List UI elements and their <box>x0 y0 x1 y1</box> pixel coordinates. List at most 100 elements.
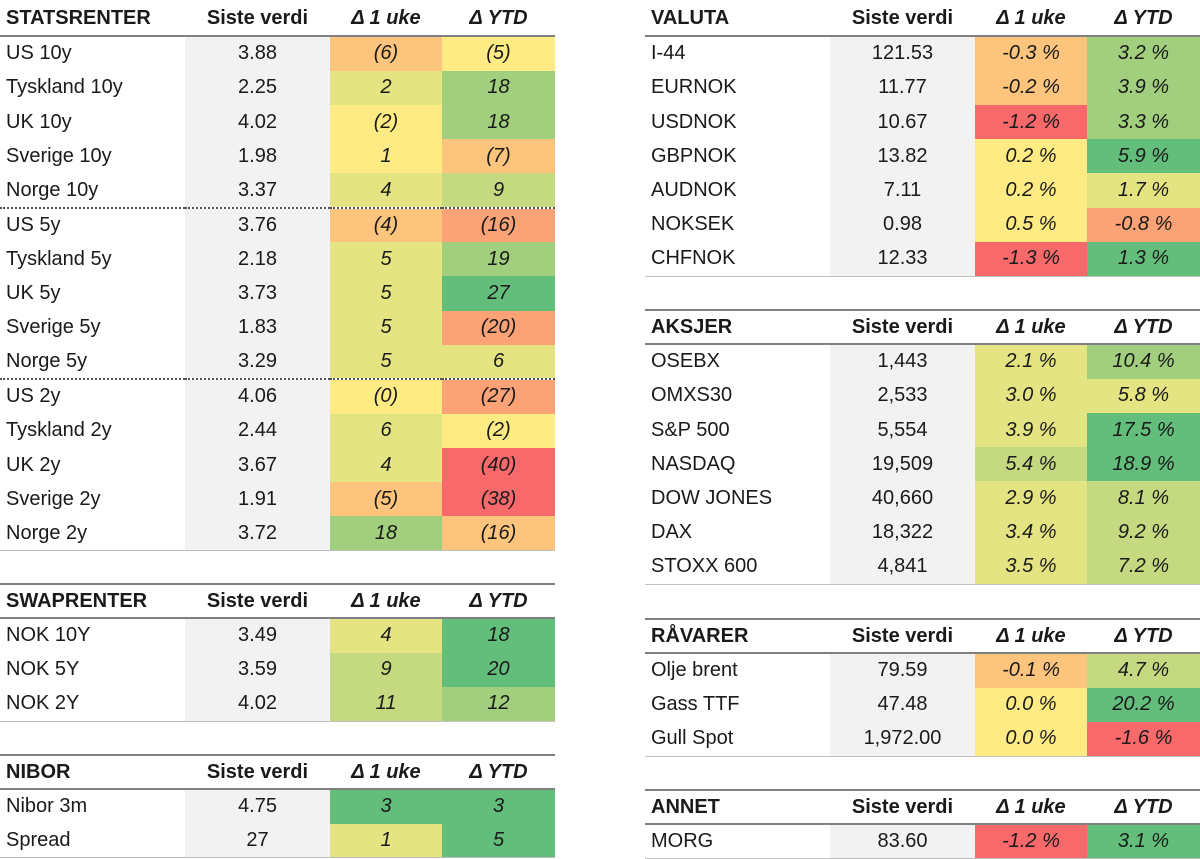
row-name: I-44 <box>651 42 686 65</box>
table-row: Gull Spot 1,972.00 0.0 % -1.6 % <box>645 721 1200 757</box>
row-name: Tyskland 2y <box>6 419 112 442</box>
row-ytd-change: 9.2 % <box>1087 515 1200 551</box>
row-week-change: 5.4 % <box>975 447 1087 482</box>
row-week-change: 4 <box>330 447 442 483</box>
table-row: OSEBX 1,443 2.1 % 10.4 % <box>645 344 1200 379</box>
row-ytd-change: 27 <box>442 276 555 311</box>
row-name: Olje brent <box>651 659 738 682</box>
section-statsrenter: STATSRENTER Siste verdi Δ 1 uke Δ YTD US 10y… <box>0 2 555 552</box>
table-row: USDNOK 10.67 -1.2 % 3.3 % <box>645 104 1200 140</box>
table-row: Sverige 10y 1.98 1 (7) <box>0 139 555 174</box>
row-ytd-change: 3.3 % <box>1087 104 1200 140</box>
row-value: 2.18 <box>185 242 330 277</box>
row-ytd-change: (40) <box>442 447 555 483</box>
row-week-change: 5 <box>330 242 442 277</box>
row-value: 3.73 <box>185 276 330 311</box>
row-ytd-change: -1.6 % <box>1087 721 1200 757</box>
table-row: US 10y 3.88 (6) (5) <box>0 36 555 71</box>
row-week-change: 0.0 % <box>975 721 1087 757</box>
table-row: DAX 18,322 3.4 % 9.2 % <box>645 515 1200 551</box>
row-name: NOK 2Y <box>0 686 185 722</box>
row-ytd-change: 20 <box>442 652 555 687</box>
row-name: DAX <box>651 521 693 544</box>
row-value: 121.53 <box>830 36 975 71</box>
column-header-week: Δ 1 uke <box>975 308 1087 346</box>
aksjer-header: AKSJER Siste verdi Δ 1 uke Δ YTD <box>645 308 1200 346</box>
column-header-ytd: Δ YTD <box>1087 617 1200 655</box>
row-value: 1,443 <box>830 344 975 379</box>
row-name: STOXX 600 <box>645 550 830 585</box>
row-name: US 10y <box>6 42 72 65</box>
column-header-week: Δ 1 uke <box>975 788 1087 826</box>
table-row: CHFNOK 12.33 -1.3 % 1.3 % <box>645 242 1200 277</box>
column-header-ytd: Δ YTD <box>1087 308 1200 346</box>
row-week-change: -1.2 % <box>975 104 1087 140</box>
row-name: OMXS30 <box>651 384 733 407</box>
column-header-value: Siste verdi <box>830 2 975 38</box>
column-header-value: Siste verdi <box>830 788 975 826</box>
row-ytd-change: 4.7 % <box>1087 653 1200 688</box>
column-header-week: Δ 1 uke <box>975 617 1087 655</box>
table-row: GBPNOK 13.82 0.2 % 5.9 % <box>645 139 1200 174</box>
row-name: USDNOK <box>651 110 737 133</box>
row-week-change: (2) <box>330 104 442 140</box>
column-header-ytd: Δ YTD <box>1087 788 1200 826</box>
row-week-change: 5 <box>330 276 442 311</box>
header-row: NIBOR Siste verdi Δ 1 uke Δ YTD <box>0 753 555 791</box>
row-name: NOK 10Y <box>6 624 91 647</box>
row-ytd-change: 10.4 % <box>1087 344 1200 379</box>
row-name: Sverige 10y <box>6 144 112 167</box>
row-value: 3.72 <box>185 516 330 552</box>
row-week-change: -0.3 % <box>975 36 1087 71</box>
row-week-change: -0.2 % <box>975 70 1087 105</box>
nibor-table: NIBOR Siste verdi Δ 1 uke Δ YTD Nibor 3m 4.75… <box>0 753 555 859</box>
row-ytd-change: (27) <box>442 378 555 414</box>
section-title: VALUTA <box>645 2 830 38</box>
table-row: AUDNOK 7.11 0.2 % 1.7 % <box>645 173 1200 208</box>
table-row: STOXX 600 4,841 3.5 % 7.2 % <box>645 550 1200 585</box>
row-value: 3.76 <box>185 206 330 243</box>
row-week-change: 2 <box>330 70 442 105</box>
row-name: UK 2y <box>6 453 61 476</box>
row-name: NOKSEK <box>651 213 735 236</box>
row-week-change: 3.4 % <box>975 515 1087 551</box>
swaprenter-body: NOK 10Y 3.49 4 18 NOK 5Y 3.59 9 20 NOK 2Y 4.02 11 1… <box>0 618 555 722</box>
row-ytd-change: (2) <box>442 413 555 448</box>
row-name: AUDNOK <box>651 179 737 202</box>
row-value: 4.06 <box>185 378 330 414</box>
row-name: NASDAQ <box>651 452 736 475</box>
swaprenter-table: SWAPRENTER Siste verdi Δ 1 uke Δ YTD NOK 10Y… <box>0 582 555 722</box>
ravarer-table: RÅVARER Siste verdi Δ 1 uke Δ YTD Olje brent… <box>645 617 1200 757</box>
row-ytd-change: 3 <box>442 789 555 824</box>
row-week-change: 1 <box>330 139 442 174</box>
column-header-value: Siste verdi <box>830 617 975 655</box>
row-week-change: (0) <box>330 378 442 414</box>
row-week-change: -0.1 % <box>975 653 1087 688</box>
row-name: CHFNOK <box>645 242 830 277</box>
section-ravarer: RÅVARER Siste verdi Δ 1 uke Δ YTD Olje brent… <box>645 617 1200 757</box>
table-row: UK 10y 4.02 (2) 18 <box>0 104 555 140</box>
row-value: 11.77 <box>830 70 975 105</box>
column-header-week: Δ 1 uke <box>975 2 1087 38</box>
row-ytd-change: 3.1 % <box>1087 824 1200 859</box>
table-row: NOK 2Y 4.02 11 12 <box>0 686 555 722</box>
row-value: 4.75 <box>185 789 330 824</box>
row-week-change: 0.2 % <box>975 173 1087 208</box>
valuta-body: I-44 121.53 -0.3 % 3.2 % EURNOK 11.77 -0.2 % 3.… <box>645 36 1200 277</box>
row-value: 2,533 <box>830 378 975 413</box>
row-name: Norge 2y <box>0 516 185 552</box>
row-name: Norge 10y <box>6 178 99 201</box>
row-ytd-change: 19 <box>442 242 555 277</box>
row-week-change: 3 <box>330 789 442 824</box>
table-row: NOK 10Y 3.49 4 18 <box>0 618 555 653</box>
table-row: Nibor 3m 4.75 3 3 <box>0 789 555 824</box>
row-name: MORG <box>645 824 830 859</box>
column-header-week: Δ 1 uke <box>330 2 442 38</box>
row-value: 40,660 <box>830 481 975 516</box>
row-ytd-change: 8.1 % <box>1087 481 1200 516</box>
column-header-ytd: Δ YTD <box>442 753 555 791</box>
table-row: Sverige 2y 1.91 (5) (38) <box>0 482 555 517</box>
table-row: Gass TTF 47.48 0.0 % 20.2 % <box>645 687 1200 722</box>
row-ytd-change: -0.8 % <box>1087 207 1200 243</box>
row-ytd-change: 1.7 % <box>1087 173 1200 208</box>
